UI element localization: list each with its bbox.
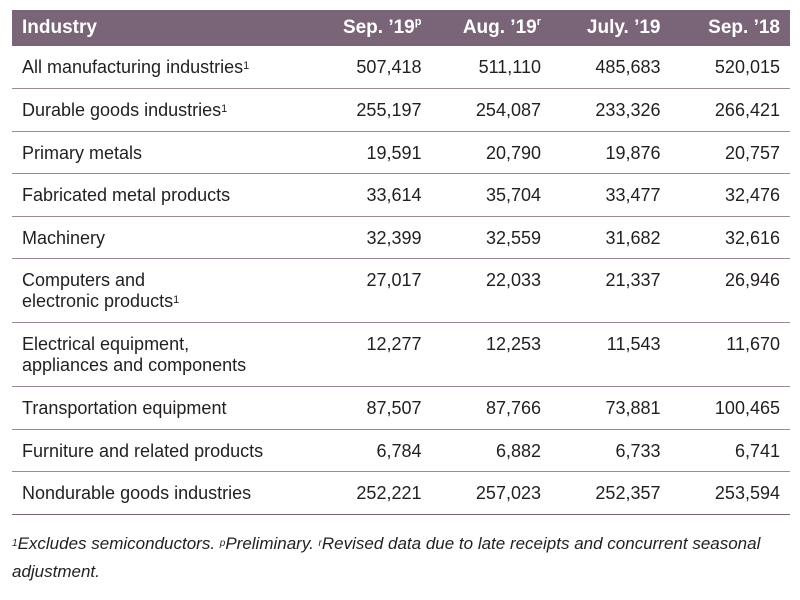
value-cell: 253,594: [670, 471, 790, 515]
industry-label: Furniture and related products: [22, 440, 264, 461]
industry-label: All manufacturing industries: [22, 57, 244, 77]
industry-label: Fabricated metal products: [22, 185, 231, 205]
value-cell: 252,357: [551, 471, 671, 515]
value-cell: 266,421: [670, 88, 790, 132]
industry-cell: Computers and electronic products1: [12, 258, 312, 323]
value-cell: 33,614: [312, 173, 432, 217]
column-header-sep-18: Sep. ’18: [708, 17, 780, 38]
footnote-mark: 1: [221, 103, 228, 115]
footnote-text: Excludes semiconductors.: [17, 534, 220, 553]
footnote-mark: r: [318, 538, 322, 549]
value-cell: 11,670: [670, 322, 790, 387]
value-cell: 233,326: [551, 88, 671, 132]
value-cell: 22,033: [431, 258, 551, 323]
value-cell: 19,876: [551, 131, 671, 174]
table-container: Industry Sep. ’19p Aug. ’19r July. ’19 S…: [12, 10, 790, 515]
industry-cell: Nondurable goods industries: [12, 471, 312, 515]
column-header-industry: Industry: [22, 17, 97, 38]
table-row: Nondurable goods industries 252,221 257,02…: [12, 471, 790, 515]
value-cell: 252,221: [312, 471, 432, 515]
table-row: Machinery 32,399 32,559 31,682 32,616: [12, 216, 790, 259]
industry-cell: Electrical equipment, appliances and comp…: [12, 322, 312, 387]
column-header-mark: r: [536, 16, 541, 28]
industry-label: Primary metals: [22, 142, 143, 163]
value-cell: 33,477: [551, 173, 671, 217]
value-cell: 511,110: [431, 46, 551, 89]
value-cell: 27,017: [312, 258, 432, 323]
value-cell: 35,704: [431, 173, 551, 217]
value-cell: 100,465: [670, 386, 790, 430]
value-cell: 32,616: [670, 216, 790, 259]
footnote-text: Revised data due to late receipts and co…: [12, 534, 761, 581]
table-row: All manufacturing industries1 507,418 511,…: [12, 46, 790, 89]
value-cell: 11,543: [551, 322, 671, 387]
data-table: Industry Sep. ’19p Aug. ’19r July. ’19 S…: [12, 10, 790, 515]
value-cell: 21,337: [551, 258, 671, 323]
value-cell: 87,507: [312, 386, 432, 430]
industry-label: Transportation equipment: [22, 398, 227, 418]
value-cell: 19,591: [312, 131, 432, 174]
column-header-sep-19: Sep. ’19p: [342, 16, 422, 38]
value-cell: 87,766: [431, 386, 551, 430]
column-header-aug-19: Aug. ’19r: [462, 16, 541, 38]
table-row: Fabricated metal products 33,614 35,704 33,…: [12, 173, 790, 217]
value-cell: 12,253: [431, 322, 551, 387]
footnote-mark: 1: [12, 538, 18, 549]
footnotes: 1Excludes semiconductors. pPreliminary. …: [12, 530, 792, 586]
industry-cell: Durable goods industries1: [12, 88, 312, 132]
industry-label: Computers and: [22, 270, 146, 290]
value-cell: 12,277: [312, 322, 432, 387]
value-cell: 254,087: [431, 88, 551, 132]
value-cell: 6,882: [431, 429, 551, 472]
table-row: Furniture and related products 6,784 6,882…: [12, 429, 790, 472]
footnote-mark: p: [219, 538, 226, 549]
industry-label: electronic products: [22, 291, 174, 311]
table-row: Durable goods industries1 255,197 254,087 2…: [12, 88, 790, 132]
value-cell: 520,015: [670, 46, 790, 89]
industry-cell: Furniture and related products: [12, 429, 312, 472]
table-body: All manufacturing industries1 507,418 511,…: [12, 46, 790, 515]
value-cell: 507,418: [312, 46, 432, 89]
value-cell: 26,946: [670, 258, 790, 323]
footnote-text: Preliminary.: [225, 534, 319, 553]
column-header-mark: p: [414, 16, 422, 28]
value-cell: 32,399: [312, 216, 432, 259]
value-cell: 20,757: [670, 131, 790, 174]
value-cell: 257,023: [431, 471, 551, 515]
value-cell: 32,559: [431, 216, 551, 259]
industry-label: Electrical equipment,: [22, 334, 190, 354]
value-cell: 73,881: [551, 386, 671, 430]
industry-cell: Machinery: [12, 216, 312, 259]
industry-cell: Fabricated metal products: [12, 173, 312, 217]
table-row: Electrical equipment, appliances and comp…: [12, 322, 790, 387]
footnote-mark: 1: [243, 60, 250, 72]
value-cell: 6,733: [551, 429, 671, 472]
value-cell: 485,683: [551, 46, 671, 89]
industry-cell: Transportation equipment: [12, 386, 312, 430]
value-cell: 6,784: [312, 429, 432, 472]
table-row: Primary metals 19,591 20,790 19,876 20,757: [12, 131, 790, 174]
footnote-mark: 1: [173, 294, 180, 306]
industry-cell: All manufacturing industries1: [12, 46, 312, 89]
column-header-july-19: July. ’19: [586, 17, 661, 38]
value-cell: 6,741: [670, 429, 790, 472]
industry-label: appliances and components: [22, 355, 247, 375]
table-header-row: Industry Sep. ’19p Aug. ’19r July. ’19 S…: [12, 10, 790, 46]
value-cell: 20,790: [431, 131, 551, 174]
value-cell: 31,682: [551, 216, 671, 259]
value-cell: 32,476: [670, 173, 790, 217]
industry-label: Nondurable goods industries: [22, 483, 252, 503]
industry-label: Durable goods industries: [22, 100, 222, 120]
table-row: Transportation equipment 87,507 87,766 73,8…: [12, 386, 790, 430]
value-cell: 255,197: [312, 88, 432, 132]
table-row: Computers and electronic products1 27,017 2…: [12, 258, 790, 323]
industry-label: Machinery: [22, 227, 106, 248]
industry-cell: Primary metals: [12, 131, 312, 174]
